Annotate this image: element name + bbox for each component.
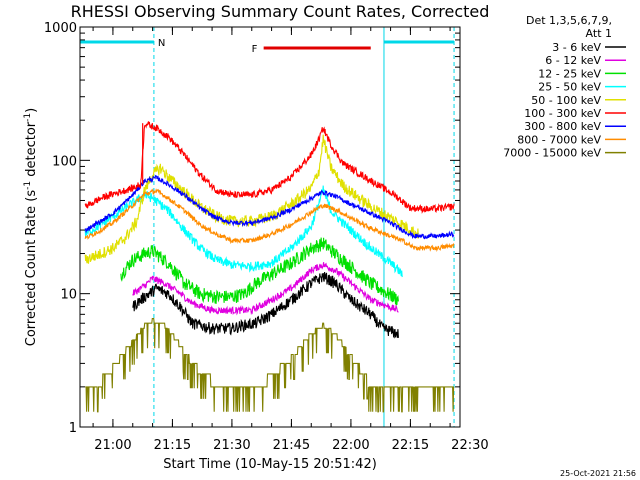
x-tick-label: 21:45: [273, 438, 310, 453]
y-axis-label-sup2: -1: [23, 113, 33, 122]
series-line-3: [120, 237, 399, 306]
legend-label-8: 800 - 7000 keV: [517, 133, 601, 146]
chart-title: RHESSI Observing Summary Count Rates, Co…: [71, 2, 490, 21]
y-tick-label: 1: [69, 421, 77, 436]
legend-label-7: 300 - 800 keV: [524, 120, 601, 133]
legend-label-1: 3 - 6 keV: [552, 41, 601, 54]
generation-timestamp: 25-Oct-2021 21:56: [560, 469, 636, 478]
legend-label-9: 7000 - 15000 keV: [503, 147, 601, 160]
series-line-7: [84, 174, 455, 240]
y-axis-label-end: ): [24, 108, 39, 113]
y-axis-label: Corrected Count Rate (s-1 detector-1): [23, 108, 39, 346]
legend-header-attenuator: Att 1: [586, 27, 612, 40]
series-line-4: [84, 185, 403, 278]
legend-label-4: 25 - 50 keV: [538, 81, 601, 94]
x-tick-label: 22:15: [392, 438, 429, 453]
night-label: N: [158, 38, 165, 49]
y-tick-label: 10: [60, 288, 77, 303]
series-line-2: [132, 262, 399, 316]
series-line-1: [132, 271, 399, 339]
series-line-5: [84, 134, 419, 264]
flare-label: F: [252, 44, 258, 55]
series-line-8: [84, 188, 455, 253]
legend-label-3: 12 - 25 keV: [538, 67, 601, 80]
legend-label-6: 100 - 300 keV: [524, 107, 601, 120]
y-tick-label: 1000: [44, 21, 77, 36]
legend-label-5: 50 - 100 keV: [531, 94, 601, 107]
x-tick-label: 22:30: [451, 438, 488, 453]
y-tick-label: 100: [52, 154, 77, 169]
legend-label-2: 6 - 12 keV: [545, 54, 601, 67]
series-line-6: [84, 121, 455, 214]
axes-layer: 1 10 100 1000 21:00 21:15 21:30 21:45 22:00 22:15…: [44, 21, 489, 453]
x-tick-label: 21:15: [154, 438, 191, 453]
x-tick-label: 21:30: [213, 438, 250, 453]
legend-header-detectors: Det 1,3,5,6,7,9,: [526, 14, 612, 27]
x-axis-label: Start Time (10-May-15 20:51:42): [163, 457, 377, 472]
y-axis-label-mid: detector: [24, 121, 39, 181]
series-layer: [84, 121, 455, 413]
y-axis-label-main: Corrected Count Rate (s: [24, 190, 39, 347]
plot-frame: [79, 26, 461, 428]
x-tick-label: 21:00: [94, 438, 131, 453]
x-tick-label: 22:00: [332, 438, 369, 453]
series-line-9: [85, 318, 455, 413]
y-axis-label-sup1: -1: [23, 181, 33, 190]
